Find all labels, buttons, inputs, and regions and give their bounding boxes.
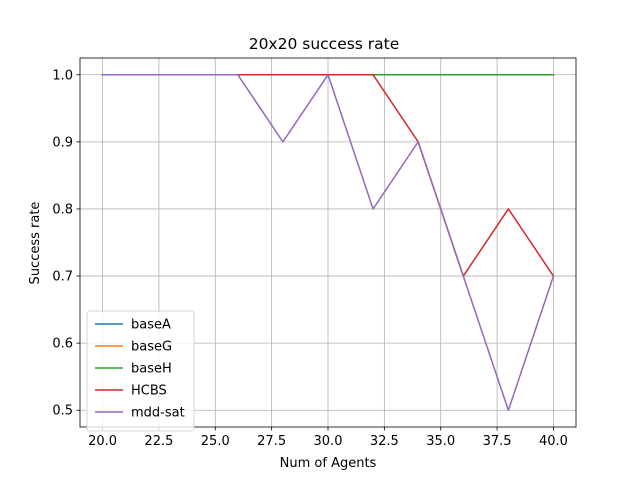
y-tick-label: 1.0: [52, 68, 73, 83]
legend-label-hcbs: HCBS: [131, 384, 167, 399]
series-line-mdd-sat: [101, 74, 555, 411]
y-tick-label: 0.6: [52, 337, 73, 352]
y-tick-label: 0.7: [52, 270, 73, 285]
x-axis-label: Num of Agents: [280, 456, 377, 471]
x-tick-label: 25.0: [201, 434, 230, 449]
x-tick-label: 20.0: [88, 434, 117, 449]
x-tick-label: 27.5: [257, 434, 286, 449]
x-tick-label: 30.0: [314, 434, 343, 449]
x-tick-label: 40.0: [539, 434, 568, 449]
legend: baseA baseG baseH HCBS mdd-sat: [86, 310, 195, 432]
legend-box: [86, 310, 195, 432]
x-tick-label: 37.5: [483, 434, 512, 449]
legend-label-mdd-sat: mdd-sat: [131, 406, 185, 421]
y-tick-label: 0.9: [52, 135, 73, 150]
y-axis-label: Success rate: [28, 202, 43, 285]
plot-area: 20.0 22.5 25.0 27.5 30.0 32.5 35.0 37.5 40.0 0.5 0…: [52, 57, 577, 449]
y-tick-label: 0.8: [52, 202, 73, 217]
x-tick-label: 35.0: [426, 434, 455, 449]
legend-label-baseh: baseH: [131, 362, 172, 377]
x-tick-label: 32.5: [370, 434, 399, 449]
x-tick-label: 22.5: [144, 434, 173, 449]
legend-label-baseg: baseG: [131, 340, 172, 355]
legend-label-basea: baseA: [131, 318, 171, 333]
y-tick-label: 0.5: [52, 404, 73, 419]
chart-title: 20x20 success rate: [249, 35, 400, 53]
